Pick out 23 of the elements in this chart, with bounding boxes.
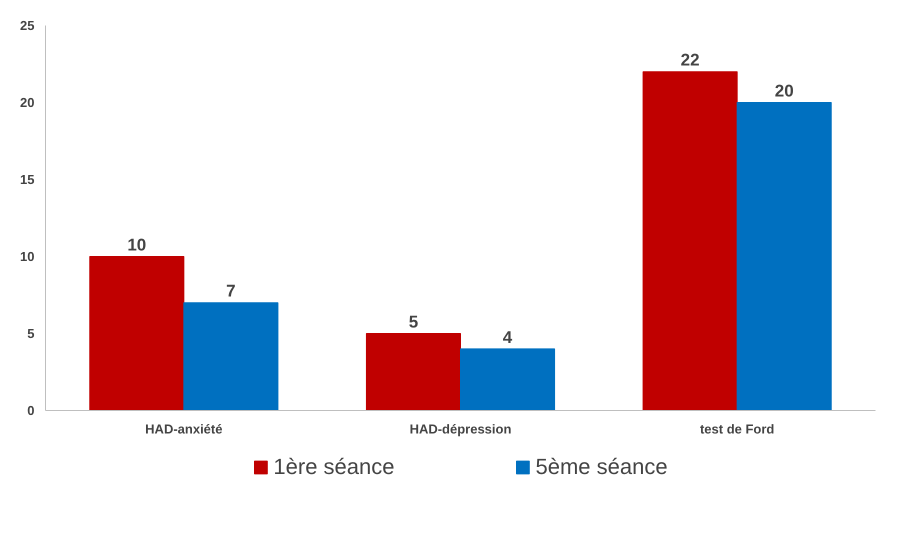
legend-label: 1ère séance — [273, 454, 394, 480]
data-label: 22 — [680, 50, 700, 70]
x-tick-label: test de Ford — [700, 422, 774, 436]
data-label: 4 — [502, 328, 513, 347]
y-tick-label: 10 — [20, 249, 35, 264]
bar — [460, 348, 556, 410]
data-label: 20 — [774, 82, 794, 100]
y-tick-label: 20 — [20, 95, 35, 110]
legend-label: 5ème séance — [536, 454, 668, 480]
y-tick-label: 25 — [20, 18, 35, 33]
data-label: 5 — [408, 312, 418, 332]
bar — [366, 333, 461, 410]
bar — [736, 102, 832, 410]
y-tick-label: 5 — [27, 326, 35, 341]
y-tick-label: 0 — [27, 403, 35, 418]
x-tick-label: HAD-anxiété — [145, 422, 222, 436]
x-tick-label: HAD-dépression — [410, 422, 512, 436]
data-label: 10 — [127, 236, 146, 254]
bar — [642, 71, 738, 410]
bar — [89, 256, 184, 410]
data-label: 7 — [226, 282, 236, 301]
y-tick-label: 15 — [20, 172, 35, 187]
bar — [183, 302, 278, 410]
